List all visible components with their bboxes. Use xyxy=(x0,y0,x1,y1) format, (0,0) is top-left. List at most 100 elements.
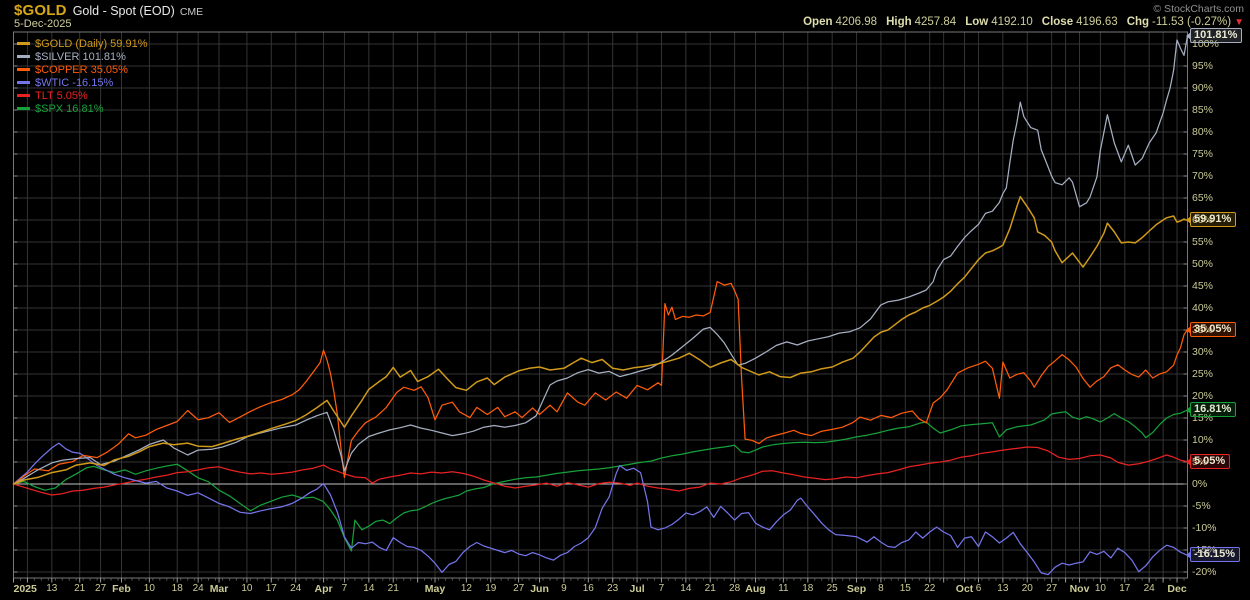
callout-arrow-icon xyxy=(1186,457,1191,466)
series-line-gold xyxy=(12,195,1189,485)
x-axis-label: 10 xyxy=(143,583,155,594)
x-axis-label: Apr xyxy=(314,583,333,595)
x-axis-label: Feb xyxy=(112,583,131,595)
x-axis-label: 19 xyxy=(485,583,497,594)
y-axis-label: 10% xyxy=(1192,434,1214,446)
series-line-tlt xyxy=(12,446,1189,496)
legend-dash-icon xyxy=(17,81,30,84)
x-axis-label: 17 xyxy=(1119,583,1131,594)
x-axis-label: Jul xyxy=(629,583,645,595)
x-axis-label: 15 xyxy=(899,583,911,594)
legend-dash-icon xyxy=(17,42,30,45)
x-axis-label: Jun xyxy=(530,583,549,595)
y-axis-label: 80% xyxy=(1192,126,1214,138)
x-axis-label: Sep xyxy=(846,583,867,595)
callout-arrow-icon xyxy=(1186,325,1191,334)
legend-item-wtic: $WTIC -16.15% xyxy=(17,76,148,89)
legend-label: $SILVER 101.81% xyxy=(35,50,126,63)
legend-dash-icon xyxy=(17,107,30,110)
last-value-callout-gold: 59.91% xyxy=(1186,212,1237,228)
y-axis-label: 35% xyxy=(1192,324,1214,336)
y-axis-label: 95% xyxy=(1192,60,1214,72)
x-axis-label: 21 xyxy=(74,583,86,594)
y-axis-label: 30% xyxy=(1192,346,1214,358)
x-axis-label: 24 xyxy=(290,583,302,594)
plot-frame xyxy=(13,31,1188,579)
series-line-silver xyxy=(12,35,1189,485)
legend-item-gold: $GOLD (Daily) 59.91% xyxy=(17,37,148,50)
x-axis-label: Aug xyxy=(745,583,766,595)
y-axis-label: -20% xyxy=(1192,566,1217,578)
chart-date: 5-Dec-2025 xyxy=(14,18,72,30)
x-axis-label: 7 xyxy=(341,583,348,594)
legend-dash-icon xyxy=(17,55,30,58)
x-axis-label: 27 xyxy=(513,583,525,594)
chg-label: Chg xyxy=(1126,16,1150,28)
y-axis-label: 5% xyxy=(1192,456,1208,468)
y-axis-label: 90% xyxy=(1192,82,1214,94)
y-axis-label: -10% xyxy=(1192,522,1217,534)
callout-arrow-icon xyxy=(1186,216,1191,225)
change-down-triangle-icon: ▼ xyxy=(1234,17,1244,28)
legend-dash-icon xyxy=(17,68,30,71)
x-axis-label: 21 xyxy=(387,583,399,594)
callout-arrow-icon xyxy=(1186,551,1191,560)
y-axis-label: 0% xyxy=(1192,478,1208,490)
series-legend: $GOLD (Daily) 59.91% $SILVER 101.81% $COPP… xyxy=(17,37,148,115)
x-axis-label: Oct xyxy=(955,583,974,595)
legend-label: TLT 5.05% xyxy=(35,89,88,102)
legend-label: $COPPER 35.05% xyxy=(35,63,128,76)
x-axis-label: 27 xyxy=(95,583,107,594)
x-axis-label: 6 xyxy=(975,583,982,594)
legend-item-silver: $SILVER 101.81% xyxy=(17,50,148,63)
x-axis-label: Dec xyxy=(1167,583,1187,595)
x-axis-label: 18 xyxy=(802,583,814,594)
y-axis-label: 15% xyxy=(1192,412,1214,424)
x-axis-label: 17 xyxy=(265,583,277,594)
y-axis-label: 70% xyxy=(1192,170,1214,182)
legend-item-tlt: TLT 5.05% xyxy=(17,89,148,102)
stockcharts-copyright-link[interactable]: © StockCharts.com xyxy=(1153,3,1244,15)
x-axis-label: 22 xyxy=(924,583,936,594)
last-value-callout-spx: 16.81% xyxy=(1186,402,1237,418)
y-axis-label: 25% xyxy=(1192,368,1214,380)
y-axis-label: 20% xyxy=(1192,390,1214,402)
callout-arrow-icon xyxy=(1186,406,1191,415)
x-axis-label: 14 xyxy=(363,583,375,594)
x-axis-label: Mar xyxy=(209,583,229,595)
x-axis-label: 23 xyxy=(607,583,619,594)
x-axis-label: 14 xyxy=(680,583,692,594)
y-axis-label: -5% xyxy=(1192,500,1211,512)
y-axis-label: 85% xyxy=(1192,104,1214,116)
x-axis-label: May xyxy=(424,583,446,595)
x-axis-label: 2025 xyxy=(13,583,37,595)
legend-label: $WTIC -16.15% xyxy=(35,76,114,89)
symbol-description: Gold - Spot (EOD) xyxy=(72,4,175,18)
y-axis-label: 45% xyxy=(1192,280,1214,292)
x-axis-label: 11 xyxy=(778,583,789,594)
close-value: 4196.63 xyxy=(1076,16,1118,28)
y-axis-label: 75% xyxy=(1192,148,1214,160)
series-line-spx xyxy=(12,409,1189,552)
x-axis-label: 12 xyxy=(460,583,472,594)
legend-dash-icon xyxy=(17,94,30,97)
series-line-wtic xyxy=(12,442,1189,576)
legend-label: $GOLD (Daily) 59.91% xyxy=(35,37,148,50)
y-axis-label: 55% xyxy=(1192,236,1214,248)
x-axis-label: 8 xyxy=(878,583,884,594)
y-axis-label: 65% xyxy=(1192,192,1214,204)
low-label: Low xyxy=(965,16,989,28)
x-axis-label: 9 xyxy=(561,583,567,594)
y-axis-label: 60% xyxy=(1192,214,1214,226)
x-axis-label: 24 xyxy=(1143,583,1155,594)
x-axis-label: 28 xyxy=(729,583,741,594)
chg-value: -11.53 (-0.27%) xyxy=(1152,16,1232,28)
last-value-callout-copper: 35.05% xyxy=(1186,321,1237,337)
ohlc-quote-bar: Open 4206.98 High 4257.84 Low 4192.10 Close 419… xyxy=(803,16,1244,28)
low-value: 4192.10 xyxy=(991,16,1033,28)
last-value-callout-silver: 101.81% xyxy=(1186,28,1243,44)
x-axis-label: 16 xyxy=(582,583,594,594)
legend-label: $SPX 16.81% xyxy=(35,102,104,115)
exchange-label: CME xyxy=(179,6,204,18)
